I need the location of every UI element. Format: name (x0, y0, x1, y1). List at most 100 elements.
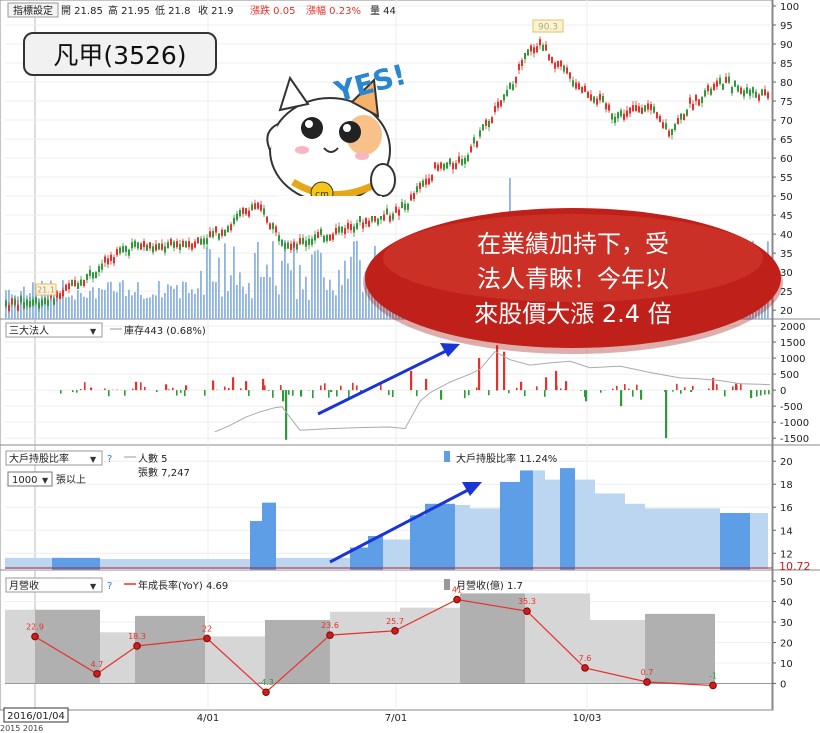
candle-body (590, 94, 592, 101)
candle-body (167, 242, 169, 249)
candle-body (653, 106, 655, 113)
volume-bar (299, 265, 301, 319)
institutional-bar (756, 390, 758, 397)
institutional-bar (124, 390, 126, 396)
institutional-bar (410, 370, 413, 391)
candle-body (716, 80, 718, 87)
institutional-dropdown[interactable]: 三大法人 ▼ (5, 322, 103, 338)
volume-bar (230, 275, 232, 319)
institutional-bar (584, 390, 586, 397)
candle-body (380, 213, 382, 220)
candle-body (440, 162, 442, 169)
candle-body (155, 244, 157, 251)
holder-ratio-bar (500, 481, 520, 570)
volume-bar (170, 285, 172, 319)
date-cursor-box: 2016/01/04 2015 2016 (0, 707, 69, 733)
y-tick-label: 20 (780, 457, 793, 468)
holder-ratio-bar (533, 470, 545, 570)
candle-body (134, 240, 136, 247)
candle-body (113, 257, 115, 264)
candle-body (14, 299, 16, 306)
yoy-point-label: -4.3 (258, 678, 274, 687)
institutional-bar (300, 390, 303, 397)
candle-body (752, 87, 754, 94)
institutional-bar (565, 381, 568, 391)
candle-body (707, 85, 709, 92)
y-tick-label: 80 (780, 78, 793, 89)
institutional-bar (292, 390, 294, 396)
revenue-bar (645, 613, 715, 684)
candle-body (638, 106, 640, 113)
candle-body (749, 89, 751, 96)
cat-sticker-icon: cm (266, 75, 396, 216)
candle-body (41, 299, 43, 306)
candle-body (602, 96, 604, 103)
volume-bar (302, 289, 304, 319)
candle-body (269, 223, 271, 230)
y-tick-label: 30 (780, 618, 793, 629)
candle-body (227, 226, 229, 233)
y-tick-label: 85 (780, 59, 793, 70)
candle-body (335, 227, 337, 234)
candle-body (494, 106, 496, 113)
candle-body (728, 76, 730, 83)
holder-ratio-bar (100, 559, 250, 570)
holders-dropdown[interactable]: 大戶持股比率 ▼ (5, 450, 103, 466)
y-tick-label: -500 (780, 402, 803, 413)
yoy-point-label: 7.6 (579, 654, 592, 663)
volume-bar (245, 293, 247, 319)
candle-body (554, 62, 556, 69)
svg-text:cm: cm (315, 190, 329, 200)
revenue-dropdown[interactable]: 月營收 ▼ (5, 577, 103, 593)
candle-body (185, 241, 187, 248)
candle-body (314, 234, 316, 241)
revenue-help-icon[interactable]: ? (107, 581, 112, 592)
volume-bar (119, 282, 121, 319)
volume-bar (110, 281, 112, 319)
volume-bar (134, 292, 136, 319)
candle-body (422, 180, 424, 187)
candle-body (272, 223, 274, 230)
y-tick-label: 2000 (780, 322, 805, 333)
candle-body (398, 209, 400, 216)
holders-help-icon[interactable]: ? (107, 454, 112, 465)
settings-button[interactable]: 指標設定 (7, 2, 59, 18)
volume-bar (239, 272, 241, 319)
revenue-bar (265, 619, 330, 684)
institutional-bar (280, 385, 282, 391)
candle-body (587, 91, 589, 98)
candle-body (611, 113, 613, 120)
holder-ratio-bar (545, 479, 560, 570)
volume-bar (326, 290, 328, 319)
candle-body (302, 237, 304, 244)
institutional-bar (716, 384, 718, 391)
institutional-bar (356, 385, 358, 391)
volume-bar (191, 289, 193, 319)
candle-body (32, 299, 34, 306)
candle-body (521, 59, 523, 66)
volume-bar (290, 270, 292, 319)
institutional-bar (60, 390, 62, 394)
inventory-line (214, 350, 771, 433)
y-tick-label: 75 (780, 97, 793, 108)
yoy-point (31, 632, 39, 641)
institutional-bar (180, 390, 182, 393)
price-annotation-high: 90.3 (532, 19, 564, 33)
volume-bar (341, 285, 343, 319)
institutional-bar (476, 387, 478, 391)
y-tick-label: 95 (780, 21, 793, 32)
yoy-point (709, 681, 717, 690)
volume-bar (98, 287, 100, 319)
holder-ratio-bar (5, 557, 52, 570)
price-annotation-low: 21.1 (35, 283, 57, 296)
yoy-point (133, 642, 141, 650)
candle-body (470, 146, 472, 153)
threshold-select[interactable]: 1000 ▼ (7, 471, 53, 487)
y-tick-label: 45 (780, 211, 793, 222)
institutional-bar (380, 383, 382, 391)
yoy-point-label: 0.7 (641, 668, 654, 677)
institutional-bar (600, 390, 602, 393)
volume-bar (257, 242, 259, 319)
institutional-bar (232, 377, 235, 391)
candle-body (560, 60, 562, 67)
